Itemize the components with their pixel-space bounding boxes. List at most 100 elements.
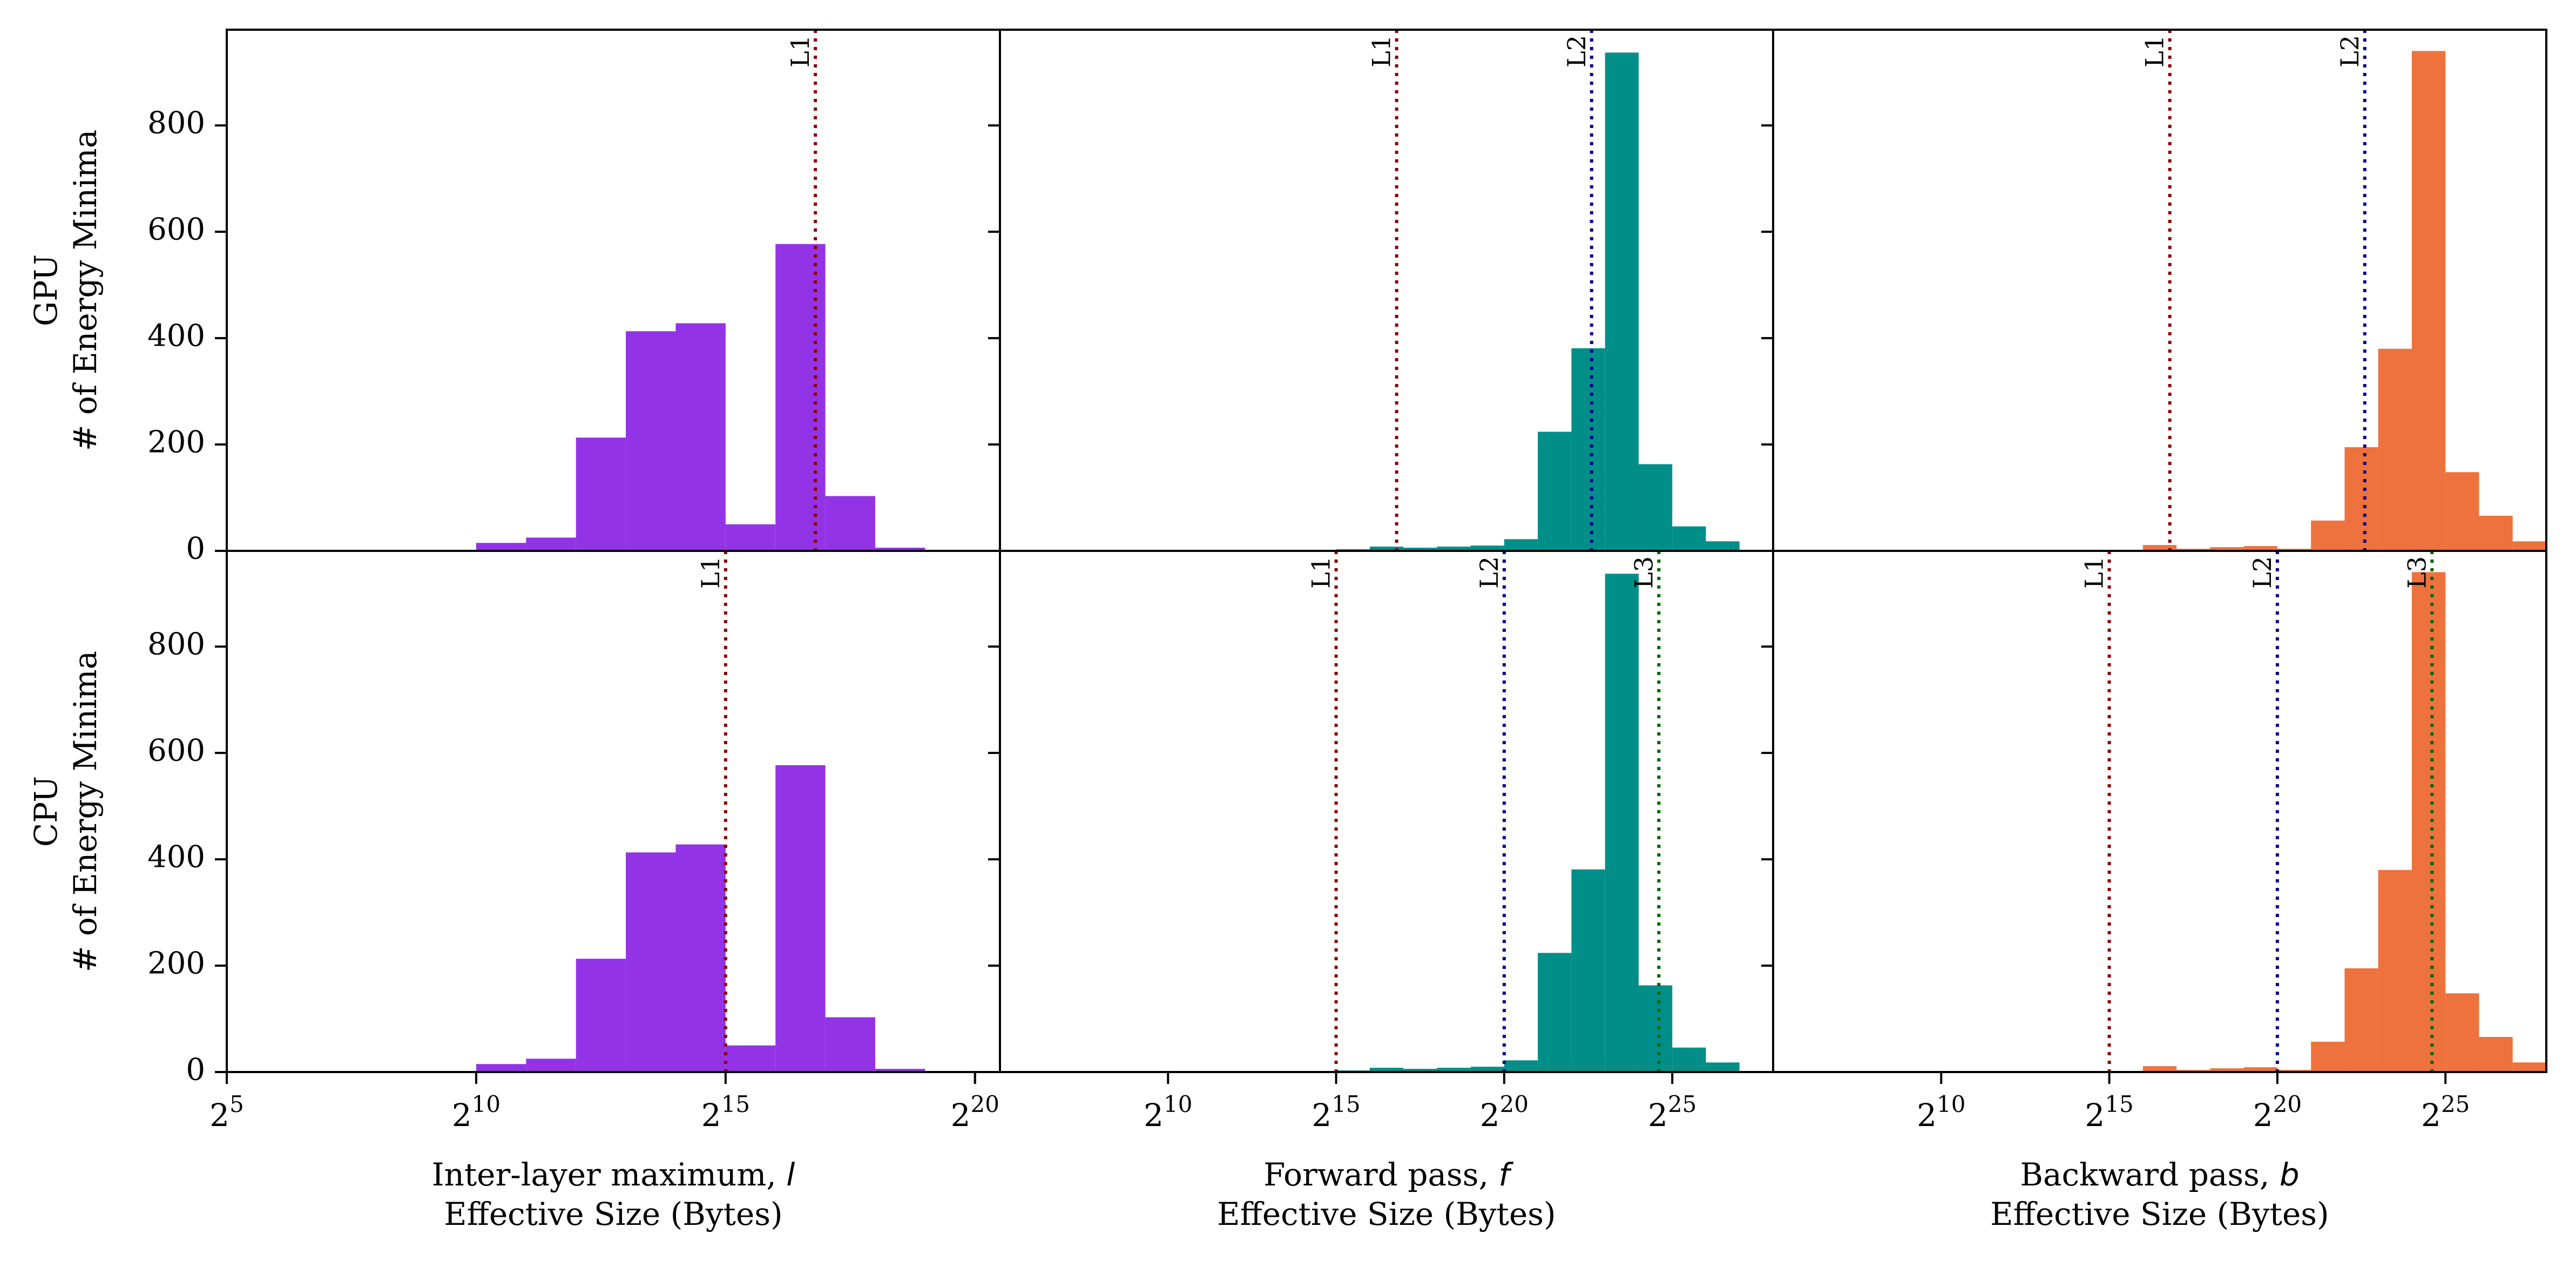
histogram-bar — [1538, 953, 1572, 1072]
x-tick-label: 220 — [951, 1091, 999, 1134]
histogram-bar — [725, 1045, 776, 1072]
histogram-bar — [576, 959, 626, 1072]
histogram-bar — [825, 1017, 876, 1072]
histogram-bar — [2378, 870, 2412, 1072]
x-axis-sublabel-f: Effective Size (Bytes) — [1217, 1196, 1556, 1232]
panel-gpu-b: L1 L2 — [2140, 30, 2546, 551]
histogram-bar — [1437, 547, 1471, 551]
cache-line-label-l1: L1 — [1307, 556, 1336, 589]
cache-line-label-l2: L2 — [2335, 35, 2364, 68]
histogram-bar — [675, 323, 726, 551]
panel-cpu-b: L1 L2 L3 — [2080, 551, 2546, 1072]
x-tick-label: 215 — [2085, 1091, 2133, 1134]
y-tick-label: 400 — [147, 840, 205, 875]
x-axis-sublabel-b: Effective Size (Bytes) — [1990, 1196, 2329, 1232]
row-label-gpu: GPU — [28, 254, 64, 326]
y-axis-label-cpu: # of Energy Minima — [67, 651, 104, 972]
panel-cpu-l: L1 — [426, 551, 925, 1072]
histogram-bar — [2479, 1037, 2513, 1072]
y-tick-label: 400 — [147, 319, 205, 354]
histogram-bar — [626, 852, 676, 1072]
histogram-bar — [775, 765, 826, 1072]
histogram-bar — [675, 844, 726, 1072]
cache-line-label-l1: L1 — [1367, 35, 1396, 68]
x-tick-label: 210 — [1917, 1091, 1965, 1134]
histogram-bar — [2311, 1041, 2345, 1072]
y-tick-label: 0 — [186, 1053, 205, 1088]
histogram-bar — [476, 543, 526, 551]
x-tick-label: 210 — [452, 1091, 501, 1134]
histogram-bar — [1504, 1060, 1538, 1072]
x-tick-label: 220 — [2253, 1091, 2302, 1134]
axes-frame: 0 200 400 600 800 0 200 400 600 800 25 210 215 220 210… — [147, 29, 2547, 1134]
histogram-bar — [2142, 1066, 2177, 1072]
histogram-bar — [1369, 547, 1404, 551]
panel-cpu-f: L1 L2 L3 — [1302, 551, 1740, 1072]
histogram-bar — [875, 1069, 925, 1072]
cache-line-label-l2: L2 — [2248, 556, 2277, 589]
histogram-bar — [2411, 572, 2446, 1072]
panel-gpu-f: L1 L2 — [1302, 30, 1740, 551]
histogram-bar — [1571, 348, 1605, 551]
histogram-bar — [2512, 541, 2546, 551]
histogram-bar — [2411, 51, 2446, 551]
histogram-bar — [1369, 1068, 1404, 1072]
histogram-bar — [1437, 1068, 1471, 1072]
y-tick-label: 600 — [147, 212, 205, 247]
cache-line-label-l1: L1 — [696, 556, 725, 589]
row-label-cpu: CPU — [28, 776, 64, 847]
histogram-bar — [725, 524, 776, 551]
histogram-bar — [576, 437, 626, 551]
histogram-bar — [1403, 548, 1437, 551]
y-tick-label: 600 — [147, 733, 205, 769]
histogram-bar — [2445, 472, 2479, 551]
cache-line-label-l3: L3 — [1629, 556, 1658, 589]
histogram-bar — [1638, 985, 1673, 1072]
histogram-bar — [1605, 52, 1639, 551]
cache-line-label-l2: L2 — [1562, 35, 1591, 68]
histogram-bar — [1504, 539, 1538, 551]
y-tick-label: 800 — [147, 106, 205, 141]
histogram-bar — [526, 537, 576, 551]
histogram-bar — [825, 496, 876, 551]
cache-line-label-l1: L1 — [2080, 556, 2109, 589]
y-axis-label-gpu: # of Energy Minima — [67, 130, 104, 451]
histogram-bar — [2344, 447, 2378, 551]
histogram-bar — [1403, 1069, 1437, 1072]
y-tick-label: 800 — [147, 627, 205, 662]
histogram-bar — [1571, 869, 1605, 1072]
x-tick-label: 220 — [1480, 1091, 1529, 1134]
histogram-bar — [2311, 520, 2345, 551]
histogram-bar — [2445, 993, 2479, 1072]
x-tick-label: 225 — [1648, 1091, 1696, 1134]
x-axis-label-l: Inter-layer maximum, l — [432, 1156, 795, 1193]
y-tick-label: 0 — [186, 531, 205, 567]
histogram-bar — [1605, 574, 1639, 1072]
cache-line-label-l1: L1 — [2140, 35, 2169, 68]
panel-gpu-l: L1 — [426, 30, 925, 551]
cache-line-label-l2: L2 — [1475, 556, 1504, 589]
histogram-bar — [1538, 432, 1572, 551]
histogram-bar — [1470, 545, 1504, 551]
x-axis-label-b: Backward pass, b — [2020, 1156, 2299, 1193]
histogram-bar — [1672, 526, 1706, 551]
histogram-bar — [775, 244, 826, 551]
histogram-bar — [2344, 968, 2378, 1072]
histogram-bar — [626, 331, 676, 551]
histogram-bar — [2243, 546, 2277, 551]
histogram-bar — [1706, 1062, 1740, 1072]
histogram-bar — [2210, 547, 2244, 551]
histogram-bar — [1470, 1067, 1504, 1072]
x-axis-sublabel-l: Effective Size (Bytes) — [444, 1196, 782, 1232]
histogram-bar — [2243, 1067, 2277, 1072]
histogram-bar — [2210, 1068, 2244, 1072]
histogram-bar — [2142, 545, 2177, 551]
cache-line-label-l3: L3 — [2402, 556, 2431, 589]
x-tick-label: 225 — [2421, 1091, 2470, 1134]
histogram-bar — [2512, 1062, 2546, 1072]
y-tick-label: 200 — [147, 946, 205, 981]
histogram-bar — [526, 1059, 576, 1072]
x-tick-label: 215 — [701, 1091, 750, 1134]
